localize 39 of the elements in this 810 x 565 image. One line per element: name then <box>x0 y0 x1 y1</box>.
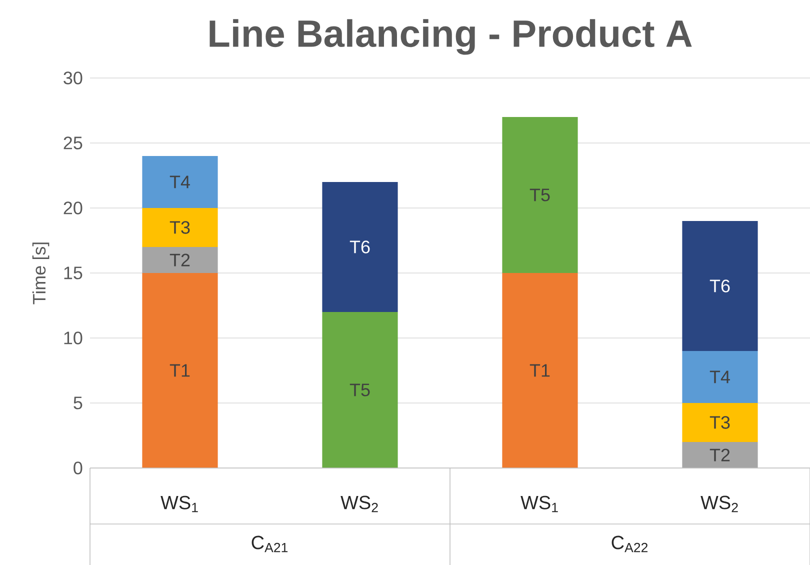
x-tick-label: WS$_{1}$ <box>160 496 198 512</box>
text: C$_{A21}$ <box>252 536 288 552</box>
series-label: T5 <box>350 384 370 396</box>
bar <box>142 156 218 208</box>
chart-title: Line Balancing - Product A <box>210 19 692 55</box>
bar <box>502 116 578 273</box>
series-label: T6 <box>710 280 730 292</box>
series-label: T2 <box>170 254 190 266</box>
y-tick-label: 30 <box>64 72 82 84</box>
bar <box>322 312 398 468</box>
y-tick-label: 20 <box>64 202 82 214</box>
bar <box>682 220 758 351</box>
text: T3 <box>170 221 190 234</box>
text: T4 <box>170 176 190 188</box>
bar <box>142 246 218 273</box>
bar <box>682 402 758 442</box>
text: T5 <box>530 188 550 202</box>
y-tick-label: 25 <box>64 136 82 150</box>
bar <box>142 208 218 247</box>
bar <box>322 182 398 312</box>
text: C$_{A22}$ <box>612 536 648 552</box>
text: T2 <box>710 448 730 462</box>
y-tick-label: 0 <box>74 462 82 474</box>
x-tick-label: WS$_{1}$ <box>520 496 558 512</box>
text: T1 <box>530 364 550 377</box>
bar <box>502 272 578 468</box>
y-tick-label: 15 <box>64 266 82 280</box>
y-axis-title: Time [s] <box>32 242 50 304</box>
y-tick-label: 10 <box>64 332 82 344</box>
text: T6 <box>350 240 370 254</box>
series-label: T1 <box>170 364 190 377</box>
bar <box>682 350 758 403</box>
series-label: T4 <box>710 370 730 384</box>
series-label: T3 <box>710 416 730 429</box>
x-tick-label: WS$_{2}$ <box>340 496 378 512</box>
x-tick-label: WS$_{2}$ <box>700 496 738 512</box>
bar <box>142 272 218 468</box>
bar <box>682 442 758 468</box>
y-tick-label: 5 <box>74 396 82 410</box>
